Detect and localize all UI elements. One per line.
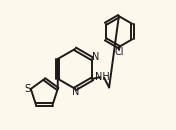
Text: N: N [92, 52, 99, 62]
Text: Cl: Cl [114, 47, 124, 57]
Text: NH: NH [95, 72, 109, 82]
Text: N: N [73, 87, 80, 97]
Text: S: S [25, 84, 31, 94]
